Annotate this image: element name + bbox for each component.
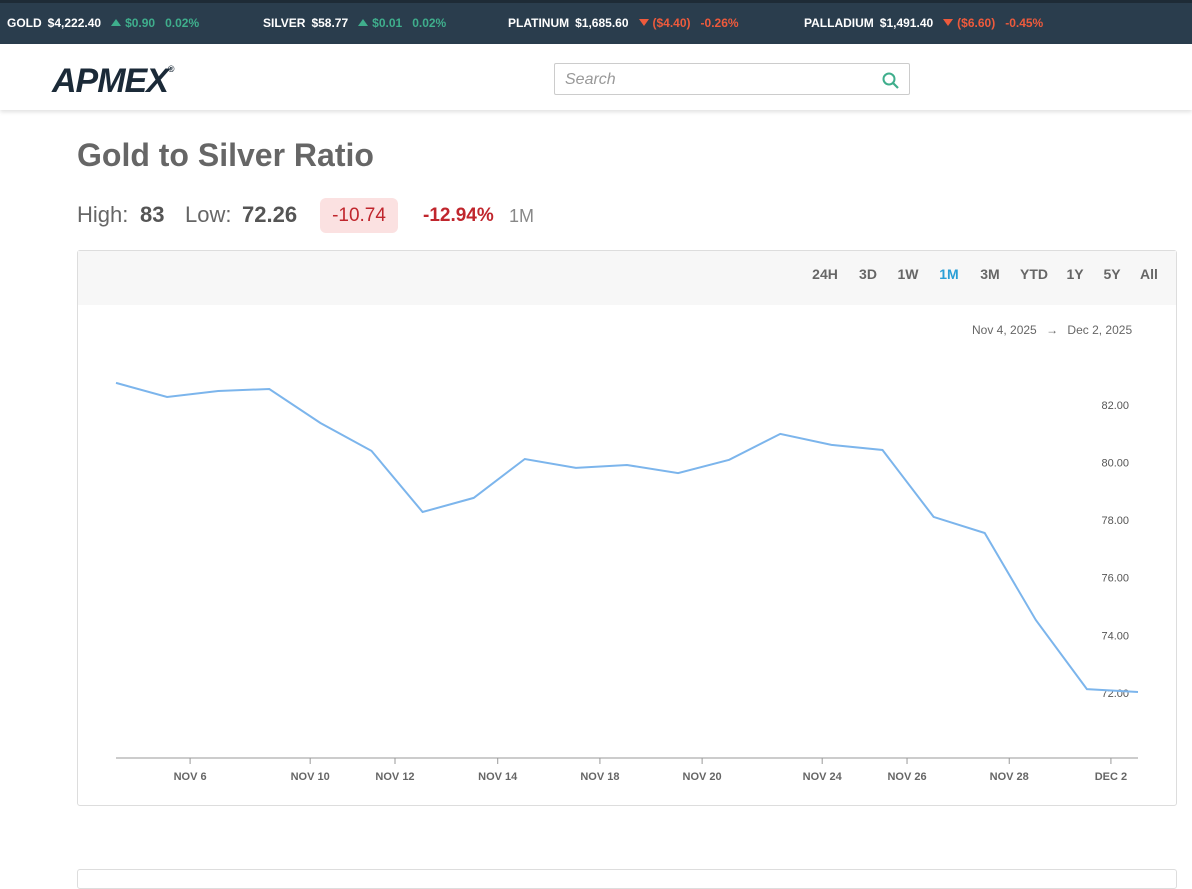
range-tab[interactable]: 3M [980, 266, 1000, 282]
direction-arrow [111, 19, 122, 26]
date-arrow: → [1046, 323, 1059, 337]
header: APMEX® Search [0, 44, 1192, 110]
ticker-item[interactable]: GOLD $4,222.40 $0.90 0.02% [7, 16, 199, 30]
metal-name: SILVER [263, 16, 306, 30]
ticker-item[interactable]: SILVER $58.77 $0.01 0.02% [263, 16, 446, 30]
y-tick-label: 78.00 [1101, 515, 1129, 527]
x-tick-label: DEC 2 [1095, 771, 1127, 783]
range-tab[interactable]: 1Y [1066, 266, 1084, 282]
range-tab[interactable]: 5Y [1103, 266, 1121, 282]
metal-change: ($4.40) [652, 16, 691, 30]
range-tab[interactable]: 1W [897, 266, 919, 282]
metal-change: $0.90 [125, 16, 156, 30]
metal-percent: 0.02% [412, 16, 447, 30]
y-tick-label: 80.00 [1101, 457, 1129, 469]
metal-percent: 0.02% [165, 16, 200, 30]
metal-name: PLATINUM [508, 16, 570, 30]
next-panel [77, 869, 1177, 889]
x-tick-label: NOV 6 [174, 771, 207, 783]
range-tab[interactable]: 3D [859, 266, 877, 282]
low-value: 72.26 [242, 202, 298, 227]
metal-name: PALLADIUM [804, 16, 874, 30]
metal-price: $58.77 [311, 16, 349, 30]
ticker-bar: GOLD $4,222.40 $0.90 0.02% SILVER $58.77 $0.01… [0, 0, 1192, 44]
change-badge: -10.74 [320, 198, 398, 233]
range-tab[interactable]: 24H [812, 266, 838, 282]
search-box[interactable]: Search [554, 63, 910, 95]
search-icon[interactable] [882, 72, 900, 90]
metal-name: GOLD [7, 16, 42, 30]
x-tick-label: NOV 10 [291, 771, 330, 783]
x-tick-label: NOV 14 [478, 771, 518, 783]
metal-price: $1,491.40 [879, 16, 934, 30]
date-from: Nov 4, 2025 [972, 323, 1037, 337]
page-title: Gold to Silver Ratio [77, 137, 374, 173]
metal-price: $1,685.60 [575, 16, 629, 30]
date-range: Nov 4, 2025 → Dec 2, 2025 [972, 323, 1132, 337]
x-tick-label: NOV 18 [580, 771, 619, 783]
direction-arrow [943, 19, 954, 26]
x-tick-label: NOV 20 [683, 771, 722, 783]
direction-arrow [358, 19, 369, 26]
y-tick-label: 76.00 [1101, 573, 1129, 585]
x-tick-label: NOV 12 [375, 771, 414, 783]
high-label: High: [77, 202, 129, 227]
metal-change: $0.01 [372, 16, 403, 30]
range-tab[interactable]: 1M [939, 266, 959, 282]
range-tabs: 24H 3D 1W 1M 3M YTD 1Y 5Y All [78, 251, 1176, 305]
range-tab[interactable]: All [1140, 266, 1158, 282]
low-label: Low: [185, 202, 232, 227]
x-tick-label: NOV 24 [803, 771, 843, 783]
ratio-line [115, 381, 1139, 693]
y-tick-label: 82.00 [1101, 400, 1129, 412]
change-percent: -12.94% [423, 205, 494, 226]
metal-change: ($6.60) [957, 16, 996, 30]
period: 1M [509, 206, 535, 226]
date-to: Dec 2, 2025 [1067, 323, 1133, 337]
chart-panel [77, 250, 1177, 806]
ticker-item[interactable]: PALLADIUM $1,491.40 ($6.60) -0.45% [804, 16, 1043, 30]
metal-price: $4,222.40 [47, 16, 102, 30]
y-tick-label: 74.00 [1101, 630, 1129, 642]
high-value: 83 [140, 202, 165, 227]
metal-percent: -0.45% [1005, 16, 1044, 30]
metal-percent: -0.26% [700, 16, 739, 30]
ticker-item[interactable]: PLATINUM $1,685.60 ($4.40) -0.26% [508, 16, 739, 30]
logo-text: APMEX [52, 62, 169, 100]
logo[interactable]: APMEX® [52, 62, 175, 101]
logo-mark: ® [167, 64, 175, 74]
range-tab[interactable]: YTD [1020, 266, 1048, 282]
x-tick-label: NOV 26 [887, 771, 926, 783]
x-tick-label: NOV 28 [990, 771, 1029, 783]
search-placeholder: Search [565, 71, 616, 88]
direction-arrow [638, 19, 649, 26]
